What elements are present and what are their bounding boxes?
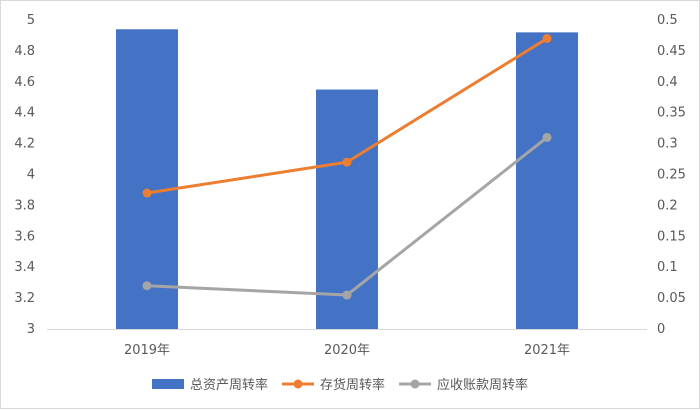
right-axis-tick-label: 0.4 (657, 75, 678, 90)
right-axis-tick-label: 0.25 (657, 168, 686, 183)
right-axis-tick-label: 0.3 (657, 137, 678, 152)
left-axis-tick-label: 3.6 (14, 229, 35, 244)
legend-swatch-marker (293, 379, 303, 389)
right-axis-tick-label: 0.2 (657, 198, 678, 213)
left-axis-tick-label: 5 (27, 13, 35, 28)
axes-layer: 3 3.2 3.4 3.6 3.8 4 4.2 4.4 4.6 4.8 5 0 0.05 0.1 0.15 0… (14, 13, 686, 358)
left-axis-tick-label: 3 (27, 322, 35, 337)
legend: 总资产周转率 存货周转率 应收账款周转率 (152, 377, 528, 393)
x-axis-category-label: 2020年 (324, 343, 370, 358)
left-axis-tick-label: 4.8 (14, 44, 35, 59)
left-axis-tick-label: 3.8 (14, 198, 35, 213)
right-axis-tick-label: 0.05 (657, 291, 686, 306)
right-axis-tick-label: 0.1 (657, 260, 678, 275)
bar-total-asset-turnover (316, 89, 378, 330)
x-axis-category-label: 2021年 (524, 343, 570, 358)
left-axis-tick-label: 4.6 (14, 75, 35, 90)
right-axis-tick-label: 0.5 (657, 13, 678, 28)
point-inventory-turnover (542, 34, 552, 44)
legend-label: 存货周转率 (320, 377, 385, 393)
point-inventory-turnover (142, 188, 152, 198)
legend-swatch-bar (152, 379, 184, 389)
left-axis-tick-label: 4.4 (14, 106, 35, 121)
right-axis-tick-label: 0.15 (657, 229, 686, 244)
lines-layer (142, 34, 552, 300)
legend-swatch-marker (410, 379, 420, 389)
legend-label: 总资产周转率 (190, 377, 268, 393)
point-receivables-turnover (342, 290, 352, 300)
bars-layer (116, 29, 578, 330)
legend-label: 应收账款周转率 (437, 377, 528, 393)
left-axis-tick-label: 4.2 (14, 137, 35, 152)
point-receivables-turnover (542, 132, 552, 142)
point-receivables-turnover (142, 281, 152, 291)
left-axis-tick-label: 4 (27, 168, 35, 183)
right-axis-tick-label: 0 (657, 322, 665, 337)
right-axis-tick-label: 0.45 (657, 44, 686, 59)
left-axis-tick-label: 3.4 (14, 260, 35, 275)
point-inventory-turnover (342, 157, 352, 167)
bar-total-asset-turnover (516, 32, 578, 330)
bar-total-asset-turnover (116, 29, 178, 330)
x-axis-category-label: 2019年 (124, 343, 170, 358)
left-axis-tick-label: 3.2 (14, 291, 35, 306)
right-axis-tick-label: 0.35 (657, 106, 686, 121)
